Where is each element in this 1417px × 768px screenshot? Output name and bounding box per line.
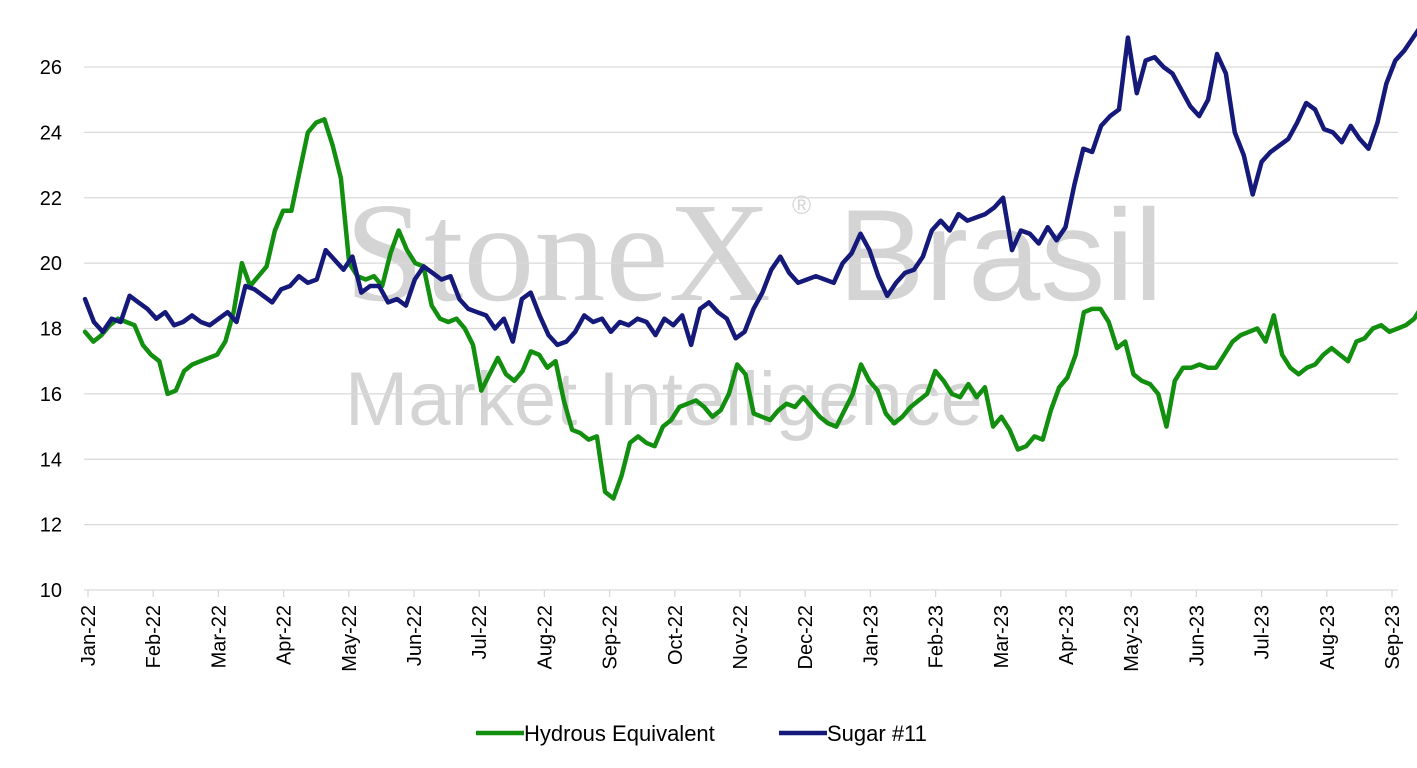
x-tick-label: Jun-23 <box>1186 605 1208 666</box>
x-tick-label: Jan-22 <box>78 605 100 666</box>
x-axis: Jan-22 Feb-22 Mar-22 Apr-22 May-22 Jun-22 Jul-… <box>78 590 1404 672</box>
y-tick-label: 16 <box>40 384 62 406</box>
x-tick-label: Jan-23 <box>860 605 882 666</box>
x-tick-label: Oct-22 <box>665 605 687 665</box>
x-tick-label: Aug-22 <box>534 605 556 670</box>
x-tick-label: Mar-23 <box>991 605 1013 668</box>
x-tick-label: Feb-23 <box>926 605 948 668</box>
y-tick-label: 26 <box>40 57 62 79</box>
x-tick-label: Sep-22 <box>600 605 622 670</box>
x-tick-label: May-22 <box>339 605 361 672</box>
y-tick-label: 24 <box>40 122 62 144</box>
x-tick-label: Mar-22 <box>208 605 230 668</box>
y-axis: 10 12 14 16 18 20 22 24 26 <box>40 57 62 602</box>
legend-label: Sugar #11 <box>827 721 927 746</box>
gridlines <box>84 66 1398 591</box>
legend-label: Hydrous Equivalent <box>524 721 715 746</box>
x-tick-label: May-23 <box>1121 605 1143 672</box>
y-tick-label: 22 <box>40 188 62 210</box>
x-tick-label: Feb-22 <box>143 605 165 668</box>
y-tick-label: 20 <box>40 253 62 275</box>
y-tick-label: 10 <box>40 580 62 602</box>
watermark-brasil: Brasil <box>838 182 1163 328</box>
x-tick-label: Sep-23 <box>1382 605 1404 670</box>
series-layer <box>82 27 1417 501</box>
x-tick-label: Jun-22 <box>404 605 426 666</box>
y-tick-label: 14 <box>40 449 62 471</box>
x-tick-label: Jul-23 <box>1252 605 1274 659</box>
x-tick-label: Nov-22 <box>730 605 752 669</box>
x-tick-label: Apr-22 <box>274 605 296 665</box>
x-tick-label: Apr-23 <box>1056 605 1078 665</box>
series-line-hydrous-equivalent <box>82 117 1417 501</box>
x-tick-label: Dec-22 <box>795 605 817 669</box>
watermark-logo: StoneX <box>345 173 771 331</box>
x-tick-label: Jul-22 <box>469 605 491 659</box>
watermark: StoneX ® Brasil Market Intelligence <box>345 173 1163 442</box>
watermark-registered-mark: ® <box>792 190 811 220</box>
legend: Hydrous Equivalent Sugar #11 <box>476 721 927 746</box>
x-tick-label: Aug-23 <box>1317 605 1339 670</box>
y-tick-label: 12 <box>40 515 62 537</box>
series-line-sugar-11 <box>82 27 1417 348</box>
y-tick-label: 18 <box>40 319 62 341</box>
